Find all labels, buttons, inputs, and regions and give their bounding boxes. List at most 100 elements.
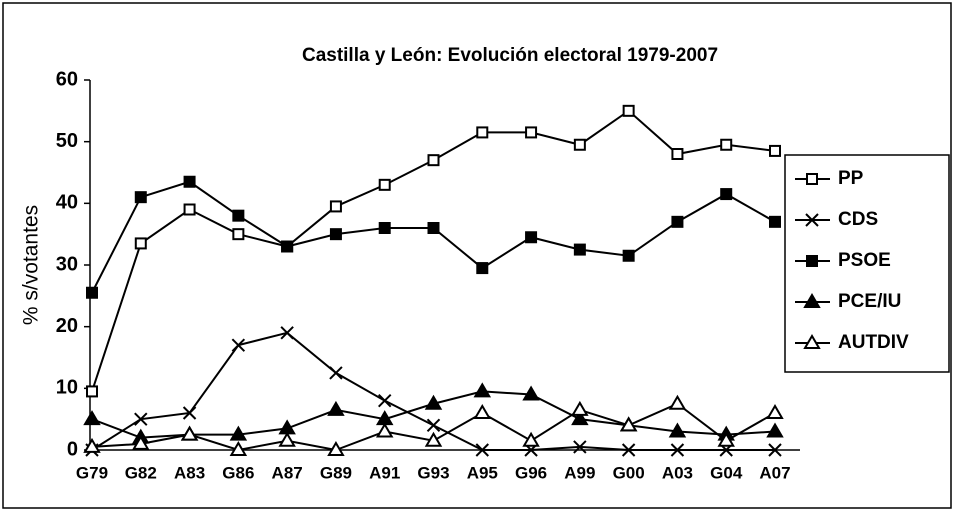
marker <box>573 440 587 454</box>
x-tick-label: G04 <box>710 463 743 482</box>
marker <box>327 441 345 456</box>
x-tick-label: A91 <box>369 463 400 482</box>
marker <box>278 431 296 447</box>
y-tick-label: 50 <box>56 130 78 152</box>
marker <box>182 406 197 420</box>
marker <box>427 222 440 234</box>
marker <box>280 326 294 340</box>
x-tick-label: A87 <box>272 463 303 482</box>
marker <box>720 138 733 151</box>
marker <box>717 431 735 447</box>
marker <box>86 385 98 398</box>
marker <box>806 255 818 267</box>
marker <box>83 410 101 426</box>
marker <box>805 213 819 227</box>
marker <box>86 286 98 299</box>
marker <box>83 437 101 453</box>
marker <box>134 412 148 426</box>
marker <box>476 262 489 275</box>
legend-label: PP <box>838 168 864 189</box>
marker <box>571 400 589 416</box>
marker <box>475 443 489 457</box>
marker <box>766 404 784 419</box>
marker <box>522 431 540 447</box>
y-tick-label: 40 <box>56 192 78 214</box>
marker <box>621 443 636 457</box>
y-tick-label: 10 <box>56 377 78 399</box>
marker <box>573 243 586 256</box>
legend-label: PCE/IU <box>838 291 901 312</box>
marker <box>329 366 343 380</box>
x-tick-label: G93 <box>417 463 449 482</box>
marker <box>427 154 440 167</box>
marker <box>378 222 391 234</box>
x-tick-label: G96 <box>515 463 547 482</box>
marker <box>229 441 248 456</box>
marker <box>622 249 635 262</box>
marker <box>768 443 782 457</box>
marker <box>473 404 492 419</box>
marker <box>232 228 245 241</box>
marker <box>183 175 196 188</box>
x-tick-label: A95 <box>467 463 498 482</box>
marker <box>476 126 489 139</box>
marker <box>769 215 781 228</box>
marker <box>134 237 147 250</box>
marker <box>180 425 199 441</box>
x-tick-label: G82 <box>125 463 157 482</box>
marker <box>281 240 294 253</box>
marker <box>232 209 245 222</box>
marker <box>720 188 733 201</box>
marker <box>525 231 538 244</box>
marker <box>766 422 784 438</box>
marker <box>134 191 147 204</box>
marker <box>806 173 818 185</box>
marker <box>522 385 540 401</box>
marker <box>424 394 443 410</box>
marker <box>573 138 586 151</box>
marker <box>375 422 394 438</box>
marker <box>426 418 441 433</box>
marker <box>571 410 589 426</box>
x-tick-label: A07 <box>759 463 790 482</box>
marker <box>769 144 781 157</box>
marker <box>803 293 821 308</box>
y-axis-label: % s/votantes <box>20 205 43 325</box>
legend-label: AUTDIV <box>838 332 909 353</box>
marker <box>132 434 150 450</box>
marker <box>671 148 684 160</box>
x-tick-label: G79 <box>76 463 108 482</box>
series-line <box>91 180 776 294</box>
marker <box>670 443 685 457</box>
x-tick-label: G00 <box>613 463 645 482</box>
x-tick-label: A99 <box>564 463 595 482</box>
marker <box>668 422 687 438</box>
marker <box>668 394 687 410</box>
marker <box>619 416 638 432</box>
legend-label: PSOE <box>838 250 891 271</box>
marker <box>183 203 196 216</box>
y-tick-label: 30 <box>56 253 78 275</box>
marker <box>473 382 492 398</box>
chart-title: Castilla y León: Evolución electoral 197… <box>302 45 718 66</box>
x-tick-label: G86 <box>222 463 254 482</box>
x-tick-label: A03 <box>662 463 693 482</box>
y-tick-label: 60 <box>56 68 78 90</box>
marker <box>378 178 391 191</box>
marker <box>424 431 443 447</box>
legend-label: CDS <box>838 209 878 230</box>
marker <box>327 400 345 416</box>
x-tick-label: G89 <box>320 463 352 482</box>
y-tick-label: 20 <box>56 315 78 337</box>
marker <box>525 126 538 139</box>
marker <box>329 228 342 241</box>
x-tick-label: A83 <box>174 463 205 482</box>
marker <box>378 393 392 408</box>
marker <box>622 104 635 117</box>
marker <box>231 338 246 352</box>
marker <box>671 215 684 228</box>
marker <box>329 200 342 213</box>
y-tick-label: 0 <box>67 438 78 460</box>
